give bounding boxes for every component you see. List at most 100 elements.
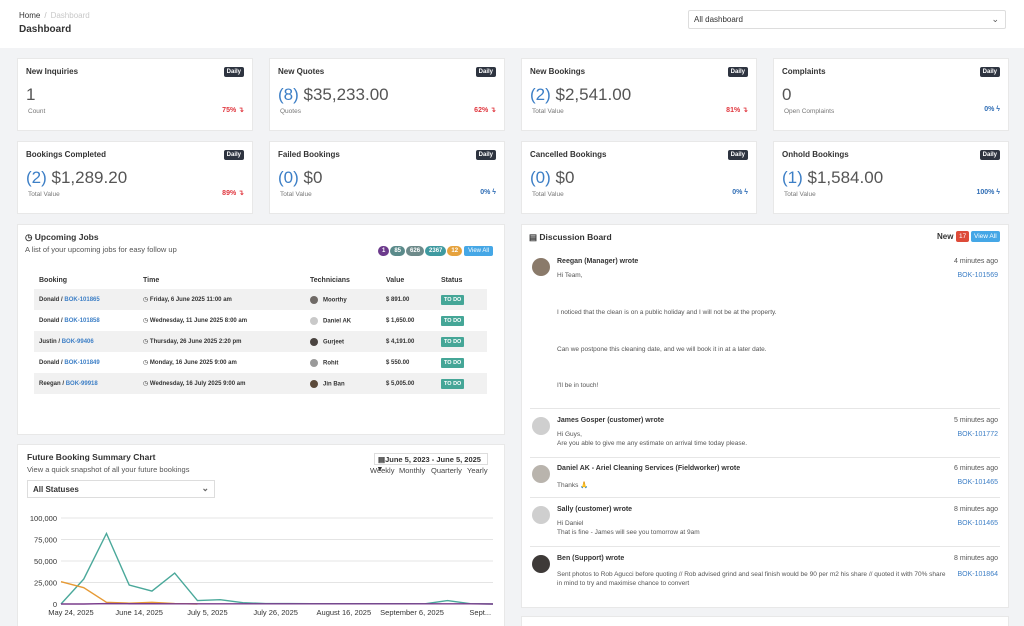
view-all-jobs-button[interactable]: View All: [464, 246, 493, 256]
stat-card-cancelled-bookings[interactable]: Cancelled Bookings Daily (0) $0 Total Va…: [521, 141, 757, 214]
stat-subtitle: Quotes: [280, 108, 301, 115]
avatar: [532, 417, 550, 435]
period-monthly[interactable]: Monthly: [399, 466, 426, 475]
booking-link[interactable]: BOK-101772: [957, 431, 998, 438]
daily-badge: Daily: [223, 67, 244, 77]
booking-cell: Donald / BOK-101858: [39, 317, 100, 324]
stat-subtitle: Total Value: [28, 191, 60, 198]
period-yearly[interactable]: Yearly: [467, 466, 488, 475]
tech-cell: Rohit: [305, 352, 381, 373]
booking-link[interactable]: BOK-101849: [64, 359, 100, 366]
upcoming-jobs-subtitle: A list of your upcoming jobs for easy fo…: [25, 245, 177, 254]
message-author: Reegan (Manager) wrote: [557, 258, 639, 265]
stat-value: 0: [782, 85, 792, 104]
x-tick-label: September 6, 2025: [380, 608, 444, 617]
count-pill[interactable]: 2367: [425, 246, 447, 256]
stat-title: Cancelled Bookings: [530, 150, 607, 159]
value-cell: $ 550.00: [386, 359, 410, 366]
stat-card-new-bookings[interactable]: New Bookings Daily (2) $2,541.00 Total V…: [521, 58, 757, 131]
value-cell: $ 5,005.00: [381, 373, 436, 394]
stat-card-complaints[interactable]: Complaints Daily 0 Open Complaints 0% ϟ: [773, 58, 1009, 131]
message-item[interactable]: Ben (Support) wrote 8 minutes ago BOK-10…: [530, 555, 1000, 591]
stat-percent: 0% ϟ: [732, 189, 748, 196]
column-header: Technicians: [310, 276, 350, 284]
count-pill[interactable]: 85: [390, 246, 406, 256]
booking-link[interactable]: BOK-101865: [64, 296, 100, 303]
booking-link[interactable]: BOK-99918: [65, 380, 98, 387]
count-pill[interactable]: 1: [378, 246, 390, 256]
x-tick-label: May 24, 2025: [48, 608, 93, 617]
avatar: [532, 258, 550, 276]
message-item[interactable]: Sally (customer) wrote 8 minutes ago BOK…: [530, 506, 1000, 542]
y-tick-label: 75,000: [34, 536, 57, 545]
message-item[interactable]: James Gosper (customer) wrote 5 minutes …: [530, 417, 1000, 453]
chevron-down-icon: ⌄: [201, 483, 209, 493]
avatar: [310, 379, 318, 388]
tech-cell: Gurjeet: [305, 331, 381, 352]
chart-panel-title: Future Booking Summary Chart: [27, 452, 156, 462]
stat-card-new-quotes[interactable]: New Quotes Daily (8) $35,233.00 Quotes 6…: [269, 58, 505, 131]
message-line: Are you able to give me any estimate on …: [557, 440, 748, 447]
stat-card-failed-bookings[interactable]: Failed Bookings Daily (0) $0 Total Value…: [269, 141, 505, 214]
booking-cell: Justin / BOK-99406: [34, 331, 138, 352]
future-booking-chart: 0 25,000 50,000 75,000 100,000 May 24, 2025 Ju…: [30, 514, 494, 617]
stat-percent: 81% ↴: [726, 107, 748, 114]
x-tick-label: July 5, 2025: [187, 608, 227, 617]
table-row[interactable]: Donald / BOK-101865 ◷ Friday, 6 June 202…: [34, 289, 487, 310]
stat-title: New Inquiries: [26, 67, 79, 76]
stat-percent: 75% ↴: [222, 107, 244, 114]
period-weekly[interactable]: Weekly: [370, 466, 395, 475]
message-line: Can we postpone this cleaning date, and …: [557, 346, 767, 353]
table-row[interactable]: Reegan / BOK-99918 ◷ Wednesday, 16 July …: [34, 373, 487, 394]
table-row[interactable]: Donald / BOK-101849 ◷ Monday, 16 June 20…: [34, 352, 487, 373]
booking-link[interactable]: BOK-101858: [64, 317, 100, 324]
dashboard-select[interactable]: All dashboard ⌄: [688, 10, 1006, 29]
column-header: Value: [386, 276, 405, 284]
job-count-pills: 1 85 626 2367 12 View All: [377, 244, 493, 256]
chart-panel-subtitle: View a quick snapshot of all your future…: [27, 465, 190, 474]
y-tick-label: 25,000: [34, 579, 57, 588]
status-cell: TO DO: [436, 352, 487, 373]
breadcrumb: Home / Dashboard: [19, 11, 90, 20]
stat-value: 1: [26, 85, 36, 104]
status-filter-select[interactable]: All Statuses ⌄: [27, 480, 215, 498]
column-header: Status: [441, 276, 463, 284]
period-quarterly[interactable]: Quarterly: [431, 466, 462, 475]
stat-card-onhold-bookings[interactable]: Onhold Bookings Daily (1) $1,584.00 Tota…: [773, 141, 1009, 214]
stat-percent: 0% ϟ: [480, 189, 496, 196]
top-bar: Home / Dashboard Dashboard All dashboard ⌄: [0, 0, 1024, 48]
count-pill[interactable]: 626: [406, 246, 425, 256]
booking-link[interactable]: BOK-101864: [957, 571, 998, 578]
stat-subtitle: Total Value: [280, 191, 312, 198]
clock-icon: ◷: [143, 339, 149, 345]
message-author: Ben (Support) wrote: [557, 555, 625, 562]
discussion-board-panel: [521, 224, 1009, 608]
next-panel: [521, 616, 1009, 626]
daily-badge: Daily: [979, 67, 1000, 77]
stat-subtitle: Total Value: [532, 108, 564, 115]
divider: [530, 497, 1000, 498]
stat-title: New Bookings: [530, 67, 586, 76]
count-pill[interactable]: 12: [447, 246, 463, 256]
stat-card-bookings-completed[interactable]: Bookings Completed Daily (2) $1,289.20 T…: [17, 141, 253, 214]
view-all-discussions-button[interactable]: View All: [971, 231, 1000, 242]
stat-card-new-inquiries[interactable]: New Inquiries Daily 1 Count 75% ↴: [17, 58, 253, 131]
message-author: Daniel AK - Ariel Cleaning Services (Fie…: [557, 465, 741, 472]
stat-title: New Quotes: [278, 67, 325, 76]
booking-link[interactable]: BOK-99406: [61, 338, 94, 345]
booking-link[interactable]: BOK-101569: [957, 272, 998, 279]
breadcrumb-home[interactable]: Home: [19, 11, 41, 20]
booking-link[interactable]: BOK-101465: [957, 479, 998, 486]
stat-value: (2) $2,541.00: [530, 85, 632, 104]
stat-percent: 89% ↴: [222, 190, 244, 197]
calendar-icon: ▤: [378, 455, 386, 464]
stat-title: Bookings Completed: [26, 150, 107, 159]
tech-cell: Daniel AK: [305, 310, 381, 331]
message-item[interactable]: Daniel AK - Ariel Cleaning Services (Fie…: [530, 465, 1000, 495]
booking-link[interactable]: BOK-101465: [957, 520, 998, 527]
table-row[interactable]: Justin / BOK-99406 ◷ Thursday, 26 June 2…: [34, 331, 487, 352]
date-range-picker[interactable]: ▤June 5, 2023 - June 5, 2025 ▾: [374, 453, 488, 473]
message-item[interactable]: Reegan (Manager) wrote 4 minutes ago BOK…: [530, 258, 1000, 403]
message-time: 6 minutes ago: [954, 465, 998, 472]
table-row[interactable]: Donald / BOK-101858 ◷ Wednesday, 11 June…: [34, 310, 487, 331]
